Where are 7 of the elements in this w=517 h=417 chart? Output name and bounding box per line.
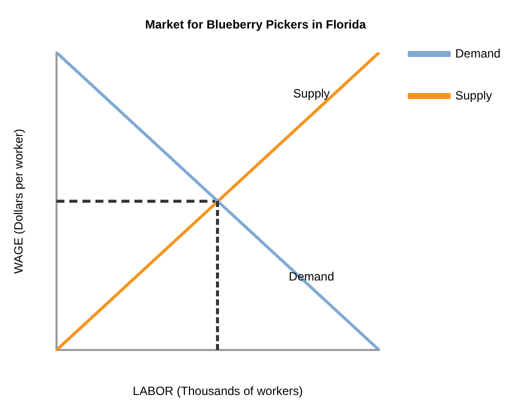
legend-label: Supply — [455, 88, 492, 102]
chart-title: Market for Blueberry Pickers in Florida — [145, 18, 366, 32]
annotation: Supply — [293, 86, 330, 100]
y-axis-title: WAGE (Dollars per worker) — [12, 128, 26, 274]
x-axis-title: LABOR (Thousands of workers) — [132, 384, 303, 398]
annotation: Demand — [288, 270, 334, 284]
legend-label: Demand — [455, 46, 501, 60]
